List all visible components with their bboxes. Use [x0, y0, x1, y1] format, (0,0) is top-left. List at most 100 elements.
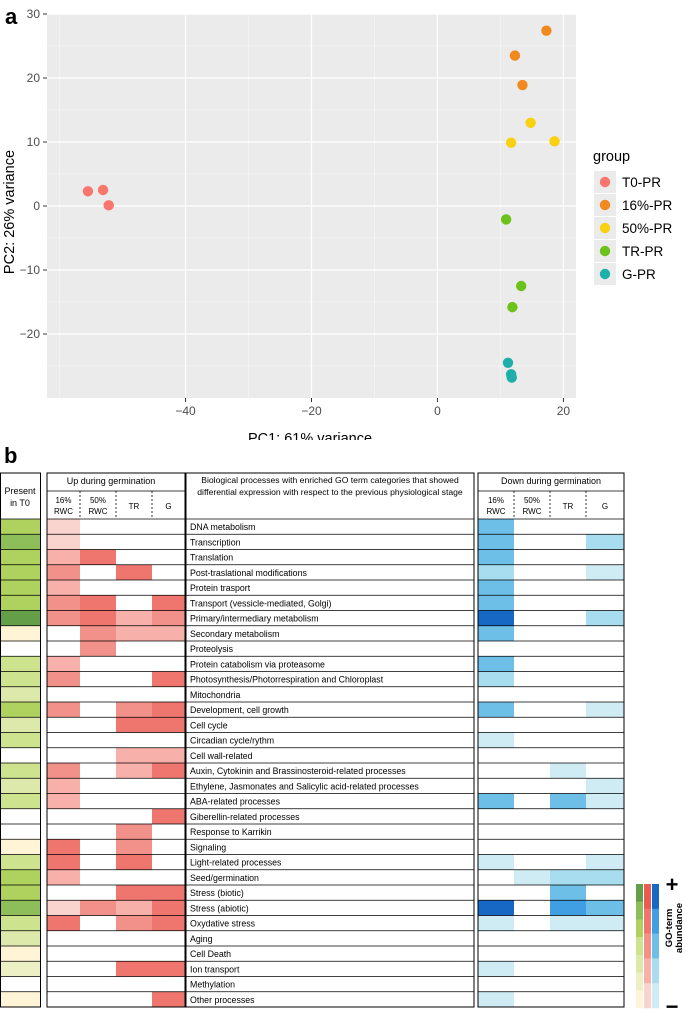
process-label: Auxin, Cytokinin and Brassinosteroid-rel…: [190, 766, 406, 776]
down-cell: [478, 549, 514, 565]
down-cell: [550, 793, 586, 809]
up-cell: [80, 595, 116, 611]
up-cell: [47, 564, 80, 580]
up-cell: [47, 885, 80, 901]
up-cell: [47, 580, 80, 596]
point-T0-PR: [97, 184, 109, 196]
stage-label: TR: [563, 502, 574, 511]
process-label: Development, cell growth: [190, 705, 289, 715]
process-label: Secondary metabolism: [190, 629, 279, 639]
process-label: Stress (abiotic): [190, 903, 249, 913]
down-cell: [586, 534, 624, 550]
down-cell: [550, 564, 586, 580]
down-cell: [586, 580, 624, 596]
up-cell: [80, 885, 116, 901]
up-cell: [152, 732, 185, 748]
present-cell: [0, 625, 40, 641]
down-cell: [586, 991, 624, 1007]
present-cell: [0, 702, 40, 718]
up-cell: [116, 961, 152, 977]
up-cell: [80, 747, 116, 763]
up-cell: [116, 885, 152, 901]
up-cell: [152, 991, 185, 1007]
down-cell: [550, 732, 586, 748]
down-cell: [514, 991, 550, 1007]
process-label: Transcription: [190, 537, 241, 547]
down-cell: [514, 930, 550, 946]
present-cell: [0, 671, 40, 687]
point-TR-PR: [507, 301, 518, 313]
present-cell: [0, 961, 40, 977]
x-axis-title: PC1: 61% variance: [248, 431, 372, 440]
up-cell: [152, 808, 185, 824]
up-cell: [152, 671, 185, 687]
process-label: Signaling: [190, 842, 226, 852]
legend-bar-step: [652, 884, 659, 910]
down-cell: [550, 641, 586, 657]
down-cell: [514, 702, 550, 718]
up-cell: [116, 976, 152, 992]
process-labels: DNA metabolism Transcription Translation Po…: [190, 522, 419, 1005]
stage-label: 50%: [524, 496, 540, 505]
stage-label: G: [602, 502, 608, 511]
down-cell: [550, 763, 586, 779]
down-cell: [514, 519, 550, 535]
up-cell: [80, 656, 116, 672]
down-cell: [514, 976, 550, 992]
down-cell: [478, 595, 514, 611]
up-cell: [47, 824, 80, 840]
down-cell: [586, 656, 624, 672]
up-cell: [152, 885, 185, 901]
up-cell: [47, 519, 80, 535]
up-cell: [80, 900, 116, 916]
process-label: Proteolysis: [190, 644, 234, 654]
down-cell: [550, 671, 586, 687]
up-cell: [80, 671, 116, 687]
process-label: Photosynthesis/Photorrespiration and Chl…: [190, 675, 384, 685]
down-cell: [550, 869, 586, 885]
up-cell: [152, 625, 185, 641]
up-cell: [47, 869, 80, 885]
down-cell: [514, 580, 550, 596]
up-cell: [47, 747, 80, 763]
up-cell: [152, 839, 185, 855]
up-cell: [80, 610, 116, 626]
up-cell: [47, 930, 80, 946]
down-cell: [478, 915, 514, 931]
up-cell: [47, 641, 80, 657]
down-column-box: [477, 472, 625, 1008]
legend-key-G-PR: [599, 268, 611, 280]
go-heatmap: b DNA metabolism Transcription Translation…: [0, 443, 685, 1010]
process-label: ABA-related processes: [190, 797, 281, 807]
up-cell: [47, 778, 80, 794]
up-cell: [116, 610, 152, 626]
up-cell: [47, 717, 80, 733]
header-processes-wrap: Biological processes with enriched GO te…: [197, 475, 462, 497]
present-cell: [0, 732, 40, 748]
down-cell: [550, 930, 586, 946]
point-50%-PR: [505, 137, 517, 148]
legend-plus: +: [666, 872, 679, 897]
legend-bar-step: [652, 983, 659, 1009]
y-tick-label: −20: [20, 327, 41, 341]
header-present-line1: Present: [4, 486, 36, 496]
data-points: [82, 25, 560, 383]
down-cell: [514, 549, 550, 565]
up-cell: [152, 686, 185, 702]
present-cell: [0, 580, 40, 596]
header-down-wrap: Down during germination: [501, 476, 601, 486]
legend-bar-step: [652, 958, 659, 984]
process-label: Stress (biotic): [190, 888, 244, 898]
process-label: Transport (vessicle-mediated, Golgi): [190, 598, 332, 608]
up-cell: [47, 946, 80, 962]
point-16%-PR: [509, 50, 521, 61]
up-cell: [116, 534, 152, 550]
up-cell: [80, 961, 116, 977]
down-cell: [514, 656, 550, 672]
up-cell: [116, 930, 152, 946]
point-T0-PR: [103, 200, 114, 211]
down-cell: [514, 686, 550, 702]
legend-key-T0-PR: [599, 176, 611, 188]
down-cell: [514, 824, 550, 840]
up-cell: [80, 580, 116, 596]
